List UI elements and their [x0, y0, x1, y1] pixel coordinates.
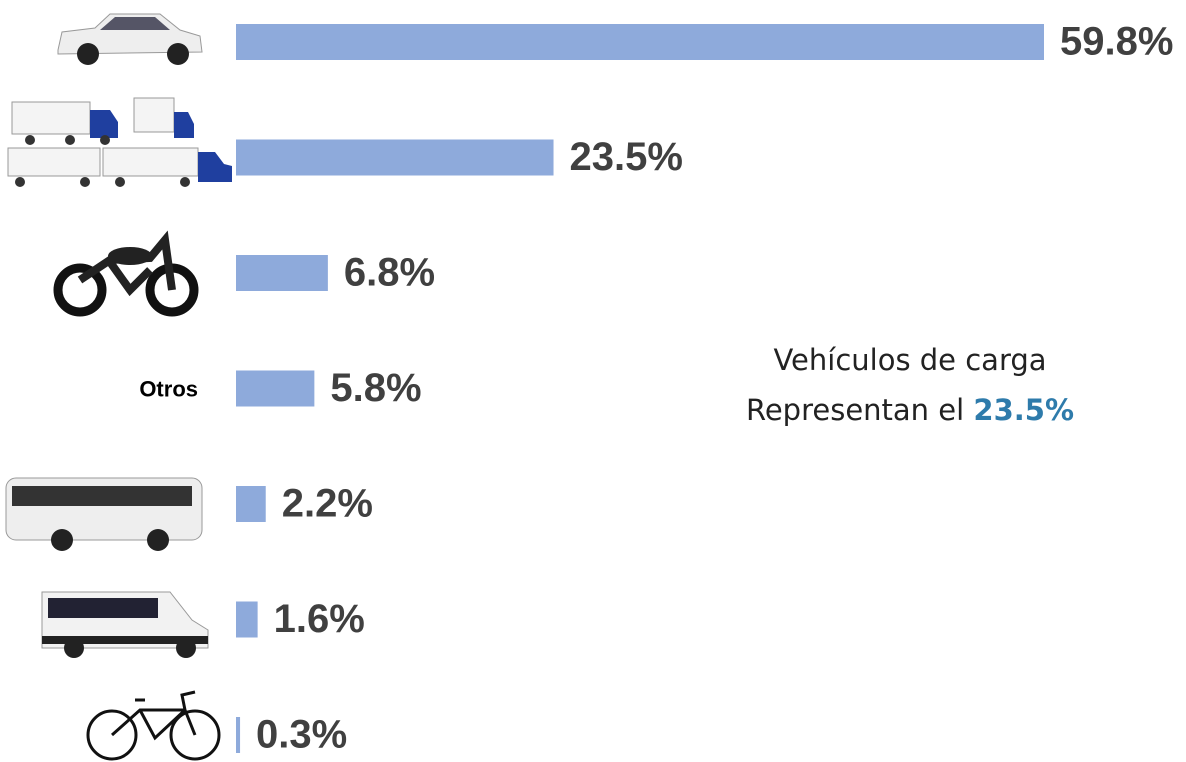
car-icon	[58, 14, 202, 65]
bicycle-icon	[88, 692, 219, 759]
motorcycle-icon	[58, 240, 194, 312]
value-label: 23.5%	[570, 135, 683, 179]
bar	[236, 717, 240, 753]
value-label: 1.6%	[274, 597, 365, 641]
truck-icon	[8, 98, 232, 187]
bar	[236, 255, 328, 291]
bar	[236, 486, 266, 522]
chart: Vehículos de carga Representan el 23.5% …	[0, 0, 1186, 762]
bar	[236, 371, 314, 407]
bar	[236, 140, 554, 176]
annotation-text: Representan el	[746, 393, 964, 427]
value-label: 6.8%	[344, 251, 435, 295]
value-label: 0.3%	[256, 713, 347, 757]
value-label: 59.8%	[1060, 20, 1173, 64]
bus-icon	[6, 478, 202, 551]
van-icon	[42, 592, 208, 658]
annotation-highlight: 23.5%	[973, 393, 1074, 427]
annotation-line: Vehículos de carga	[773, 343, 1046, 377]
category-label: Otros	[139, 376, 198, 401]
bar	[236, 602, 258, 638]
value-label: 2.2%	[282, 482, 373, 526]
bar	[236, 24, 1044, 60]
value-label: 5.8%	[330, 366, 421, 410]
annotation-line: Representan el 23.5%	[746, 393, 1074, 427]
